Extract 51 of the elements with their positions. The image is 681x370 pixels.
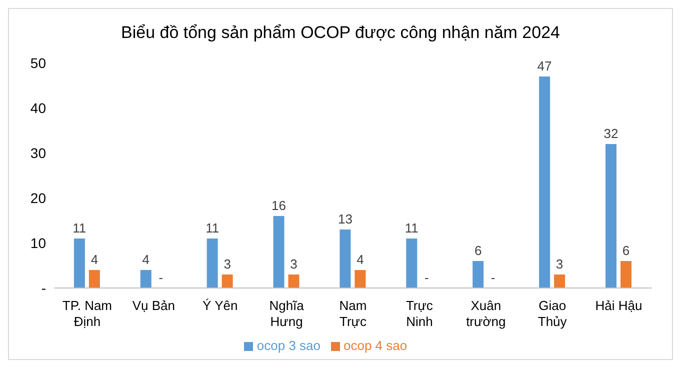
x-tick-label: Xuân trường (466, 298, 506, 329)
data-label: 11 (206, 220, 220, 236)
bar (140, 270, 152, 288)
bar (273, 216, 284, 288)
y-tick-label: 40 (30, 100, 46, 116)
y-tick-label: 30 (30, 144, 46, 161)
data-label: 13 (338, 212, 352, 226)
data-label: - (490, 270, 496, 285)
bar (74, 238, 85, 288)
bar (206, 238, 218, 288)
bar (354, 270, 366, 288)
data-label: 4 (90, 252, 98, 267)
data-label: 6 (622, 243, 630, 258)
bar (222, 274, 233, 288)
x-tick-label: Trực Ninh (406, 298, 434, 329)
x-tick-label: Ý Yên (202, 298, 238, 313)
bar (605, 144, 616, 288)
y-tick-label: 10 (30, 234, 46, 251)
data-label: 16 (272, 198, 286, 213)
bar (88, 270, 100, 288)
x-tick-label: Nghĩa Hưng (269, 298, 305, 329)
data-label: 3 (224, 256, 231, 272)
y-tick-label: 50 (30, 54, 46, 71)
bar (288, 274, 300, 288)
legend-label: ocop 3 sao (256, 338, 320, 353)
x-tick-label: TP. Nam Định (62, 298, 112, 329)
bar (554, 274, 566, 288)
bar (539, 76, 550, 288)
legend-label: ocop 4 sao (344, 338, 408, 353)
y-tick-label: 20 (30, 190, 46, 206)
data-label: 32 (604, 126, 618, 141)
data-label: - (158, 270, 164, 285)
data-label: - (424, 270, 429, 285)
bar (406, 238, 418, 288)
x-tick-label: Giao Thủy (538, 298, 568, 329)
data-label: 6 (474, 243, 482, 258)
bar (340, 230, 351, 288)
data-label: 47 (537, 58, 552, 74)
x-tick-label: Hải Hậu (595, 298, 642, 313)
x-tick-label: Vụ Bản (132, 298, 175, 313)
chart-title: Biểu đồ tổng sản phẩm OCOP được công nhận năm 2024 (120, 23, 561, 43)
data-label: 3 (290, 256, 298, 272)
y-tick-label: - (41, 280, 46, 296)
data-label: 3 (556, 256, 564, 272)
bar (472, 261, 484, 288)
data-label: 11 (72, 220, 86, 236)
data-label: 11 (404, 220, 418, 236)
data-label: 4 (142, 252, 150, 267)
bar (620, 261, 632, 288)
data-label: 4 (356, 252, 364, 267)
x-tick-label: Nam Trực (339, 298, 367, 329)
